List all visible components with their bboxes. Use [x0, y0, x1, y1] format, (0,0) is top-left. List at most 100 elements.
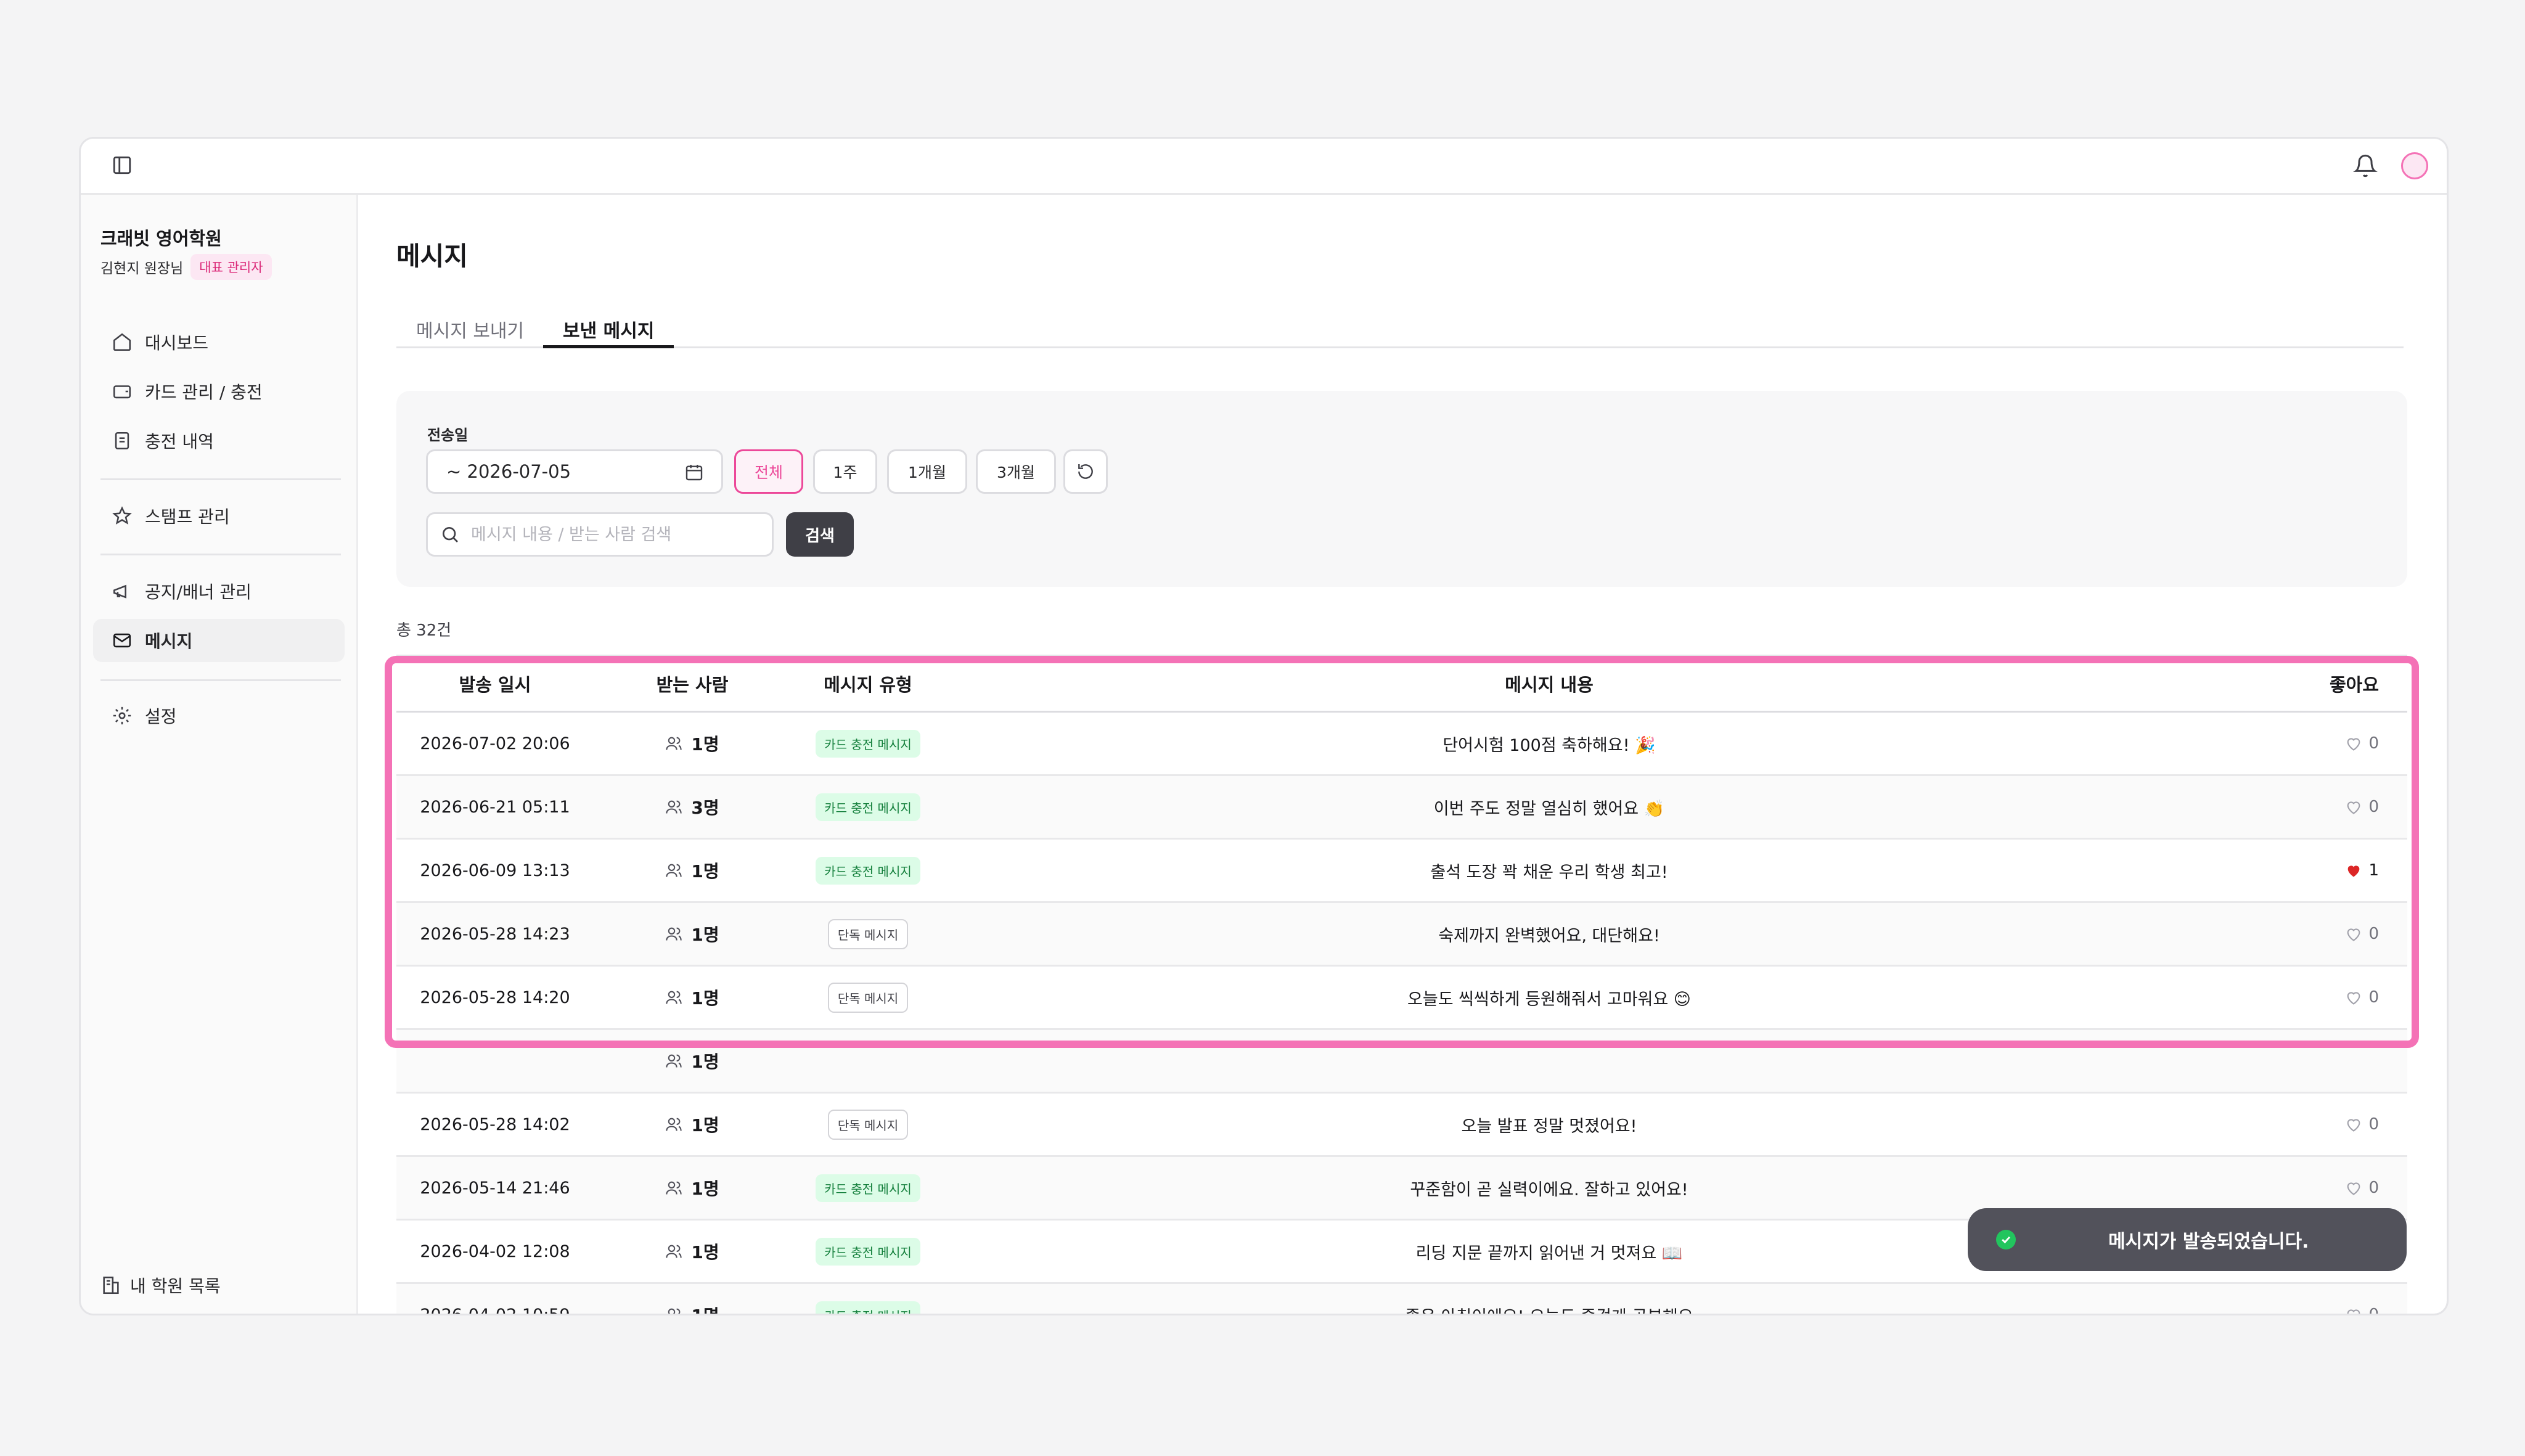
date-value: ~ 2026-07-05 [446, 461, 571, 482]
period-3month-button[interactable]: 3개월 [976, 449, 1056, 494]
heart-icon [2345, 925, 2362, 943]
cell-likes: 0 [2153, 903, 2407, 965]
main-content: 메시지 메시지 보내기 보낸 메시지 전송일 ~ 2026-07-05 전체 1… [358, 195, 2447, 1314]
table-row[interactable]: 2026-04-02 10:59 1명 카드 충전 메시지 좋은 아침이에요! 오늘도… [396, 1284, 2407, 1315]
period-1month-button[interactable]: 1개월 [887, 449, 967, 494]
recipient-label: 1명 [691, 1179, 719, 1199]
home-icon [113, 333, 131, 351]
period-all-button[interactable]: 전체 [734, 449, 803, 494]
tab-send-message[interactable]: 메시지 보내기 [416, 321, 525, 342]
cell-type: 카드 충전 메시지 [791, 1221, 945, 1282]
recipient-label: 1명 [691, 925, 719, 945]
cell-likes: 1 [2153, 840, 2407, 901]
cell-recipient: 1명 [594, 1094, 791, 1155]
nav-divider [100, 679, 341, 681]
sidebar-item-dashboard[interactable]: 대시보드 [93, 321, 345, 364]
nav-divider [100, 478, 341, 480]
table-row[interactable]: 2026-05-28 14:02 1명 단독 메시지 오늘 발표 정말 멋졌어요! 0 [396, 1094, 2407, 1157]
message-type-badge: 카드 충전 메시지 [816, 1237, 920, 1266]
users-icon [665, 798, 682, 816]
message-type-badge: 카드 충전 메시지 [816, 793, 920, 821]
date-picker[interactable]: ~ 2026-07-05 [426, 449, 723, 494]
recipient-count: 1명 [665, 1112, 719, 1137]
cell-type: 단독 메시지 [791, 903, 945, 965]
cell-recipient: 1명 [594, 1221, 791, 1282]
cell-likes: 0 [2153, 967, 2407, 1028]
header-content: 메시지 내용 [1505, 674, 1594, 695]
cell-sent-at: 2026-04-02 10:59 [420, 1305, 570, 1315]
heart-icon [2345, 735, 2362, 752]
cell-recipient: 1명 [594, 1284, 791, 1314]
recipient-count: 1명 [665, 858, 719, 883]
heart-icon [2345, 798, 2362, 816]
table-row[interactable]: 2026-04-02 12:08 1명 카드 충전 메시지 리딩 지문 끝까지 읽어낸… [396, 1221, 2407, 1284]
recipient-label: 1명 [691, 861, 719, 881]
users-icon [665, 1306, 682, 1314]
total-count: 총 32건 [396, 621, 452, 640]
academy-name: 크래빗 영어학원 [100, 228, 222, 249]
filter-panel: 전송일 ~ 2026-07-05 전체 1주 1개월 3개월 검색 [396, 391, 2407, 587]
cell-content: 단어시험 100점 축하해요! 🎉 [1443, 735, 1656, 755]
message-type-badge: 카드 충전 메시지 [816, 729, 920, 758]
cell-likes: 0 [2153, 1157, 2407, 1219]
reset-filter-button[interactable] [1063, 449, 1108, 494]
cell-type: 카드 충전 메시지 [791, 840, 945, 901]
tab-bar: 메시지 보내기 보낸 메시지 [396, 316, 2404, 348]
users-icon [665, 1179, 682, 1196]
cell-recipient: 1명 [594, 903, 791, 965]
cell-recipient: 1명 [594, 713, 791, 774]
users-icon [665, 1243, 682, 1260]
sidebar-item-label: 카드 관리 / 충전 [145, 382, 263, 403]
cell-content: 오늘도 씩씩하게 등원해줘서 고마워요 😊 [1407, 989, 1691, 1009]
cell-content: 리딩 지문 끝까지 읽어낸 거 멋져요 📖 [1415, 1243, 1683, 1263]
message-type-badge: 단독 메시지 [827, 918, 909, 949]
table-row[interactable]: 2026-05-28 14:23 1명 단독 메시지 숙제까지 완벽했어요, 대단해요… [396, 903, 2407, 967]
sidebar-item-stamp-management[interactable]: 스탬프 관리 [93, 494, 345, 538]
sidebar-item-settings[interactable]: 설정 [93, 694, 345, 737]
search-box[interactable] [426, 512, 774, 557]
table-row[interactable]: 2026-05-28 14:20 1명 단독 메시지 오늘도 씩씩하게 등원해줘서 고… [396, 967, 2407, 1030]
cell-type [791, 1030, 945, 1092]
recipient-count: 3명 [665, 795, 719, 819]
sidebar-item-label: 메시지 [145, 631, 193, 652]
header-likes: 좋아요 [2329, 674, 2379, 695]
message-type-badge: 카드 충전 메시지 [816, 856, 920, 885]
cell-likes: 0 [2153, 1284, 2407, 1314]
cell-sent-at: 2026-06-09 13:13 [420, 861, 570, 880]
cell-sent-at: 2026-05-28 14:02 [420, 1114, 570, 1134]
page-title: 메시지 [396, 241, 468, 271]
search-input[interactable] [470, 524, 762, 545]
sidebar-item-card-management[interactable]: 카드 관리 / 충전 [93, 370, 345, 413]
recipient-count: 1명 [665, 1303, 719, 1314]
users-icon [665, 989, 682, 1006]
cell-content: 숙제까지 완벽했어요, 대단해요! [1438, 926, 1660, 946]
mail-icon [113, 633, 131, 648]
tab-sent-messages[interactable]: 보낸 메시지 [543, 316, 674, 348]
table-row[interactable]: 2026-06-21 05:11 3명 카드 충전 메시지 이번 주도 정말 열심히 … [396, 776, 2407, 840]
cell-sent-at: 2026-07-02 20:06 [420, 734, 570, 753]
period-1week-button[interactable]: 1주 [813, 449, 877, 494]
table-row[interactable]: 2026-07-02 20:06 1명 카드 충전 메시지 단어시험 100점 축하해… [396, 713, 2407, 776]
heart-icon [2345, 1306, 2362, 1314]
search-button[interactable]: 검색 [786, 512, 854, 557]
sidebar-toggle-icon[interactable] [112, 155, 133, 176]
sidebar-item-label: 스탬프 관리 [145, 507, 230, 527]
star-icon [112, 506, 132, 525]
my-academies-link[interactable]: 내 학원 목록 [100, 1273, 221, 1298]
cell-content: 오늘 발표 정말 멋졌어요! [1461, 1116, 1637, 1136]
search-icon [443, 527, 458, 542]
like-count: 0 [2368, 1179, 2379, 1197]
recipient-count: 1명 [665, 731, 719, 756]
recipient-count: 1명 [665, 1176, 719, 1200]
user-avatar[interactable] [2401, 152, 2428, 179]
cell-recipient: 1명 [594, 1157, 791, 1219]
table-row[interactable]: 2026-06-09 13:13 1명 카드 충전 메시지 출석 도장 꽉 채운 우리… [396, 840, 2407, 903]
bell-icon[interactable] [2353, 153, 2378, 179]
cell-sent-at [396, 1030, 594, 1092]
cell-content: 꾸준함이 곧 실력이에요. 잘하고 있어요! [1410, 1180, 1688, 1200]
sidebar-item-charge-history[interactable]: 충전 내역 [93, 419, 345, 462]
sidebar-item-messages[interactable]: 메시지 [93, 619, 345, 662]
table-row[interactable]: 1명 [396, 1030, 2407, 1094]
sidebar-item-notice-banner[interactable]: 공지/배너 관리 [93, 570, 345, 613]
cell-type: 카드 충전 메시지 [791, 1284, 945, 1314]
